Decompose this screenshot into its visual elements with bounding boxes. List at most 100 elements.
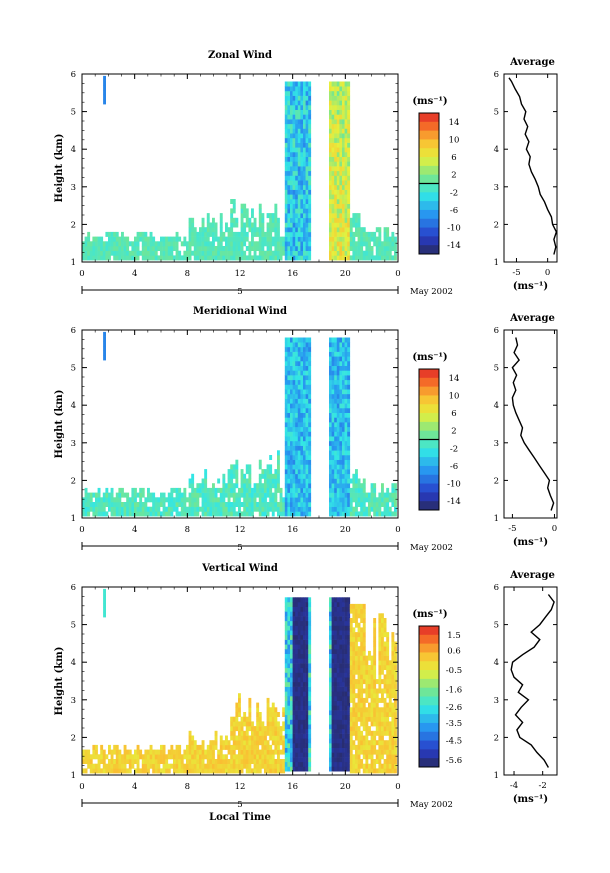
- heatmap-cell: [347, 109, 351, 115]
- heatmap-cell: [355, 255, 358, 261]
- heatmap-cell: [308, 691, 312, 697]
- heatmap-cell: [347, 511, 351, 517]
- heatmap-cell: [342, 473, 345, 479]
- heatmap-cell: [365, 492, 369, 498]
- heatmap-cell: [297, 250, 301, 256]
- heatmap-cell: [342, 450, 345, 456]
- heatmap-cell: [331, 342, 335, 348]
- heatmap-cell: [305, 133, 309, 139]
- heatmap-cell: [245, 208, 249, 214]
- heatmap-cell: [388, 236, 392, 242]
- heatmap-cell: [287, 227, 291, 233]
- heatmap-cell: [381, 241, 384, 247]
- heatmap-cell: [375, 693, 379, 699]
- heatmap-cell: [334, 625, 338, 631]
- heatmap-cell: [212, 506, 215, 512]
- heatmap-cell: [339, 681, 343, 687]
- heatmap-cell: [277, 255, 280, 261]
- heatmap-cell: [365, 241, 369, 247]
- heatmap-cell: [334, 86, 338, 92]
- heatmap-cell: [344, 724, 348, 730]
- heatmap-cell: [292, 663, 296, 669]
- heatmap-cell: [347, 644, 351, 650]
- heatmap-cell: [287, 170, 291, 176]
- average-y-tick-label: 6: [494, 326, 499, 336]
- heatmap-cell: [305, 724, 309, 730]
- heatmap-cell: [178, 236, 182, 242]
- heatmap-cell: [336, 128, 340, 134]
- heatmap-cell: [334, 180, 338, 186]
- heatmap-cell: [292, 497, 296, 503]
- heatmap-cell: [342, 128, 345, 134]
- heatmap-cell: [271, 483, 275, 489]
- heatmap-cell: [331, 123, 335, 129]
- heatmap-cell: [284, 705, 288, 711]
- heatmap-cell: [362, 712, 366, 717]
- heatmap-cell: [360, 641, 364, 647]
- heatmap-cell: [365, 255, 369, 261]
- heatmap-cell: [222, 231, 226, 237]
- heatmap-cell: [300, 611, 304, 617]
- heatmap-cell: [261, 730, 265, 736]
- heatmap-cell: [290, 464, 293, 470]
- x-tick-label: 0: [395, 525, 400, 535]
- heatmap-cell: [165, 506, 169, 512]
- heatmap-cell: [227, 502, 231, 507]
- heatmap-cell: [147, 236, 150, 242]
- heatmap-cell: [331, 653, 335, 659]
- heatmap-cell: [303, 208, 306, 214]
- heatmap-cell: [295, 714, 299, 720]
- heatmap-cell: [297, 705, 301, 711]
- heatmap-cell: [347, 208, 351, 214]
- heatmap-cell: [147, 768, 150, 774]
- heatmap-cell: [139, 236, 143, 242]
- heatmap-cell: [336, 426, 340, 432]
- heatmap-cell: [136, 763, 140, 769]
- heatmap-cell: [381, 726, 384, 732]
- heatmap-cell: [290, 175, 293, 181]
- heatmap-cell: [245, 222, 249, 228]
- heatmap-cell: [347, 752, 351, 758]
- heatmap-cell: [347, 86, 351, 92]
- heatmap-cell: [287, 644, 291, 650]
- heatmap-cell: [206, 241, 210, 247]
- heatmap-cell: [308, 728, 312, 734]
- heatmap-cell: [342, 511, 345, 517]
- heatmap-cell: [287, 422, 291, 428]
- heatmap-cell: [279, 497, 283, 503]
- heatmap-cell: [269, 222, 273, 228]
- heatmap-cell: [290, 431, 293, 437]
- heatmap-cell: [331, 625, 335, 631]
- heatmap-cell: [212, 487, 215, 493]
- heatmap-cell: [97, 763, 101, 769]
- heatmap-cell: [188, 492, 192, 498]
- heatmap-cell: [331, 175, 335, 181]
- heatmap-cell: [352, 707, 356, 713]
- heatmap-cell: [329, 86, 332, 92]
- heatmap-cell: [253, 726, 257, 732]
- heatmap-cell: [227, 478, 231, 484]
- heatmap-cell: [251, 749, 254, 755]
- heatmap-cell: [292, 227, 296, 233]
- heatmap-cell: [199, 236, 202, 242]
- heatmap-cell: [290, 606, 293, 612]
- heatmap-cell: [121, 236, 124, 242]
- colorbar-unit: (ms⁻¹): [412, 609, 447, 620]
- heatmap-cell: [375, 712, 379, 717]
- heatmap-cell: [225, 227, 228, 233]
- heatmap-cell: [269, 497, 273, 503]
- heatmap-cell: [162, 754, 166, 760]
- heatmap-cell: [303, 250, 306, 256]
- heatmap-cell: [110, 250, 114, 256]
- heatmap-cell: [274, 483, 278, 489]
- heatmap-cell: [352, 683, 356, 689]
- heatmap-cell: [308, 469, 312, 475]
- heatmap-cell: [378, 636, 382, 642]
- heatmap-cell: [375, 768, 379, 774]
- heatmap-cell: [342, 398, 345, 404]
- heatmap-cell: [339, 752, 343, 758]
- heatmap-cell: [279, 492, 283, 498]
- heatmap-cell: [274, 735, 278, 741]
- heatmap-cell: [212, 241, 215, 247]
- heatmap-cell: [297, 175, 301, 181]
